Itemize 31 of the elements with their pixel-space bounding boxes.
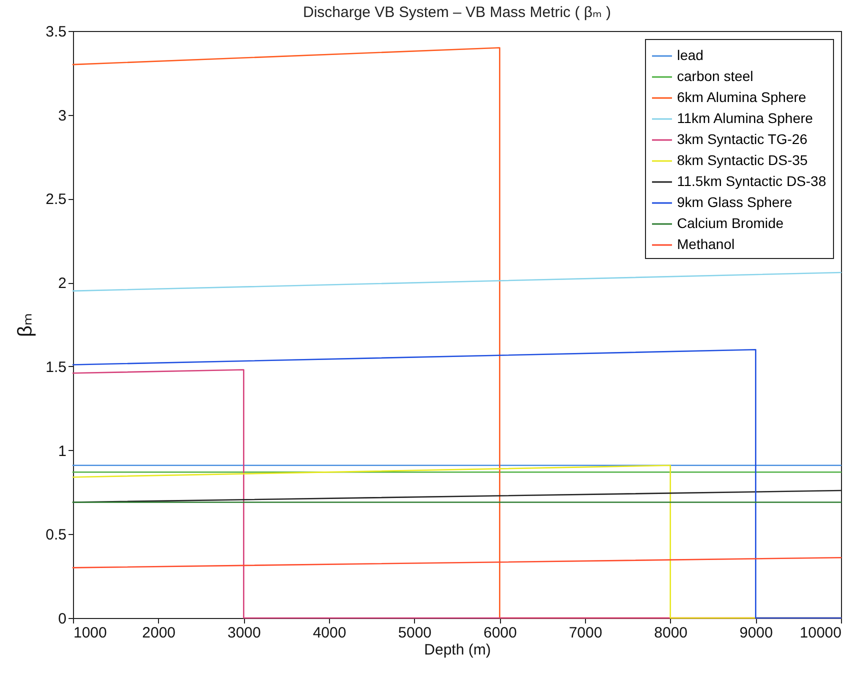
y-tick-label: 0.5 xyxy=(46,526,66,544)
x-tick-label: 1000 xyxy=(74,624,107,642)
legend-label: 11km Alumina Sphere xyxy=(677,110,814,126)
y-tick-label: 3.5 xyxy=(46,24,66,40)
x-tick-label: 5000 xyxy=(398,624,432,642)
x-axis-title: Depth (m) xyxy=(424,642,491,658)
legend-label: 11.5km Syntactic DS-38 xyxy=(677,173,826,189)
legend-label: 3km Syntactic TG-26 xyxy=(677,131,808,147)
legend-label: 6km Alumina Sphere xyxy=(677,89,806,105)
x-tick-label: 9000 xyxy=(739,624,773,642)
legend-label: lead xyxy=(677,47,704,63)
x-tick-label: 2000 xyxy=(142,624,176,642)
y-tick-label: 2 xyxy=(58,275,66,292)
x-tick-label: 7000 xyxy=(568,624,602,642)
legend-label: 9km Glass Sphere xyxy=(677,194,792,210)
legend-label: carbon steel xyxy=(677,68,754,84)
y-tick-label: 3 xyxy=(58,107,66,124)
legend-label: Calcium Bromide xyxy=(677,215,784,231)
x-tick-label: 3000 xyxy=(227,624,261,642)
x-tick-label: 4000 xyxy=(312,624,346,642)
y-tick-label: 0 xyxy=(58,610,66,628)
y-tick-label: 1 xyxy=(58,442,66,460)
y-tick-label: 1.5 xyxy=(46,358,66,376)
x-tick-label: 8000 xyxy=(654,624,688,642)
y-axis-title: βₘ xyxy=(14,313,37,337)
x-tick-label: 6000 xyxy=(483,624,517,642)
x-tick-label: 10000 xyxy=(800,624,842,642)
legend-label: 8km Syntactic DS-35 xyxy=(677,152,808,168)
chart-title: Discharge VB System – VB Mass Metric ( βₘ ) xyxy=(302,4,612,21)
y-tick-label: 2.5 xyxy=(46,191,66,208)
legend-label: Methanol xyxy=(677,236,735,252)
